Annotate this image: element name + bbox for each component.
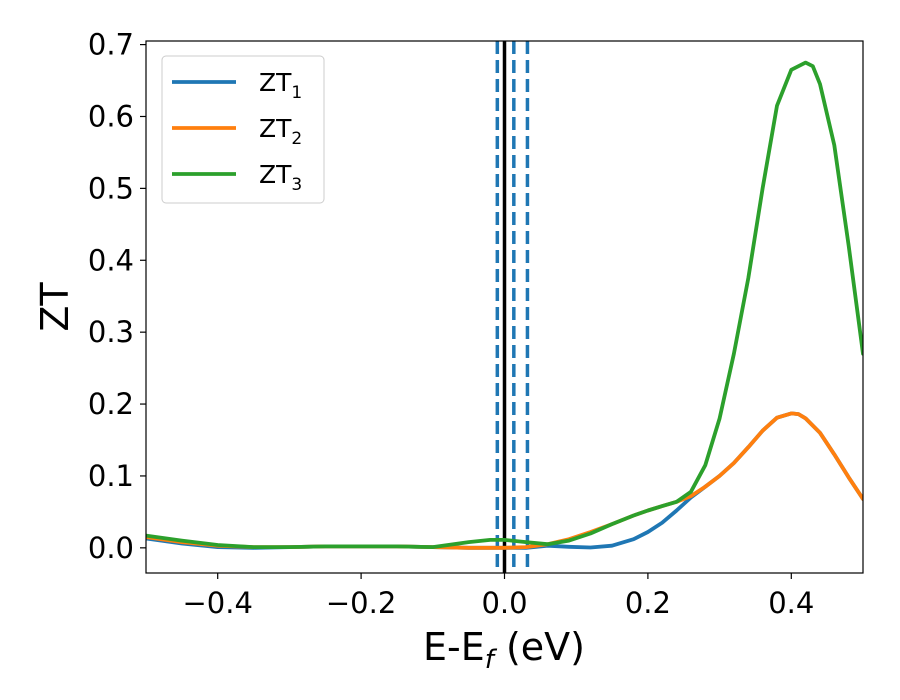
y-axis-label: ZT <box>33 282 77 332</box>
legend-label-zt3: ZT3 <box>259 160 302 195</box>
x-tick-label: −0.2 <box>326 586 396 620</box>
legend: ZT1 ZT2 ZT3 <box>161 55 325 204</box>
series-line-zt3 <box>146 60 863 549</box>
legend-label-zt2: ZT2 <box>259 114 302 149</box>
y-tick-label: 0.7 <box>88 28 134 62</box>
legend-box <box>161 55 325 204</box>
y-tick-label: 0.1 <box>88 459 134 493</box>
x-tick-label: 0.0 <box>481 586 527 620</box>
y-tick-label: 0.2 <box>88 387 134 421</box>
y-tick-label: 0.6 <box>88 99 134 133</box>
y-tick-label: 0.3 <box>88 315 134 349</box>
x-tick-label: −0.4 <box>182 586 252 620</box>
legend-label-zt1: ZT1 <box>259 68 302 103</box>
y-tick-label: 0.5 <box>88 171 134 205</box>
x-tick-label: 0.2 <box>625 586 671 620</box>
x-axis-label: E-Ef (eV) <box>423 625 585 675</box>
x-tick-label: 0.4 <box>768 586 814 620</box>
y-tick-label: 0.4 <box>88 243 134 277</box>
y-tick-label: 0.0 <box>88 531 134 565</box>
